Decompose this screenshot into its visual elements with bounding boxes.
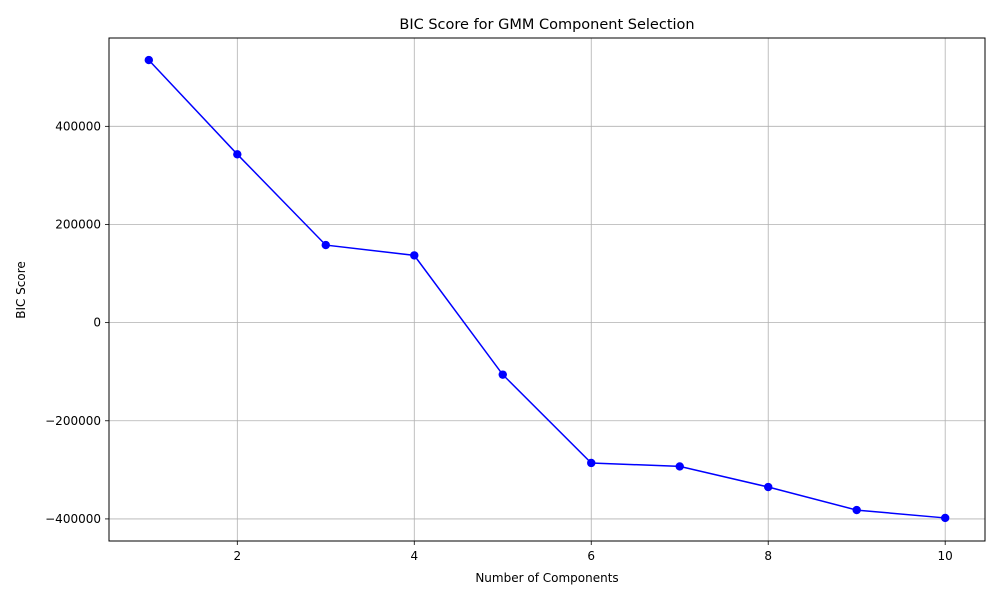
y-tick-label: −200000 — [45, 414, 101, 428]
y-tick-label: 200000 — [55, 217, 101, 231]
data-point-marker — [940, 513, 950, 523]
x-tick-label: 2 — [233, 549, 241, 563]
x-tick-label: 8 — [764, 549, 772, 563]
series-layer — [144, 55, 950, 523]
y-tick-label: −400000 — [45, 512, 101, 526]
x-tick-label: 10 — [938, 549, 953, 563]
data-point-marker — [675, 462, 684, 471]
data-point-marker — [321, 240, 330, 250]
y-axis-ticks: −400000 −200000 0 200000 400000 — [45, 119, 109, 526]
y-tick-label: 400000 — [55, 119, 101, 133]
y-axis-label: BIC Score — [14, 261, 28, 319]
plot-frame — [108, 37, 986, 542]
chart-title: BIC Score for GMM Component Selection — [399, 17, 694, 33]
data-point-marker — [587, 458, 596, 468]
x-tick-label: 4 — [410, 549, 418, 563]
data-point-marker — [144, 55, 154, 65]
data-point-marker — [410, 251, 419, 260]
series-line — [148, 59, 946, 519]
x-tick-label: 6 — [587, 549, 595, 563]
data-point-marker — [233, 150, 242, 159]
data-point-marker — [852, 505, 861, 515]
x-axis-label: Number of Components — [475, 571, 618, 585]
x-axis-ticks: 2 4 6 8 10 — [233, 541, 953, 563]
data-point-marker — [764, 482, 773, 492]
y-tick-label: 0 — [93, 316, 101, 330]
gridlines — [109, 38, 985, 541]
data-point-marker — [498, 370, 507, 379]
